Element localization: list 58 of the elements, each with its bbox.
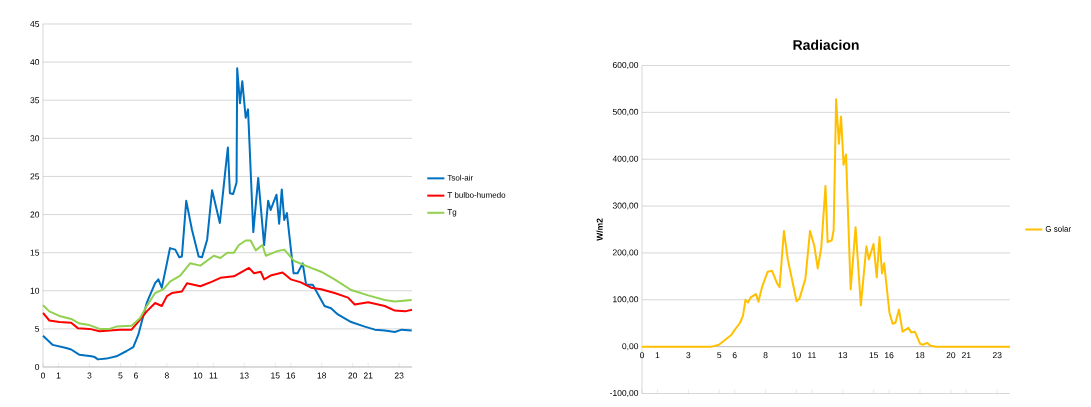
y-tick-label: 500,00	[612, 108, 639, 116]
y-tick-label: 0,00	[622, 343, 639, 351]
y-tick-label: 5	[35, 325, 40, 332]
y-tick-label: 200,00	[612, 249, 639, 257]
x-tick-label: 3	[686, 352, 691, 359]
y-tick-label: 20	[30, 211, 40, 218]
x-tick-label: 21	[363, 372, 373, 379]
y-tick-label: 15	[30, 249, 40, 256]
y-tick-label: 400,00	[612, 155, 639, 163]
legend-label: Tg	[447, 209, 457, 217]
legend-label: T bulbo-humedo	[447, 191, 506, 198]
y-tick-label: 45	[30, 21, 40, 27]
line-series	[641, 98, 1012, 348]
x-tick-label: 11	[808, 352, 816, 359]
line-series	[42, 239, 413, 330]
y-tick-label: 10	[30, 287, 40, 294]
x-tick-label: 5	[717, 352, 722, 359]
x-tick-label: 18	[915, 352, 925, 359]
x-tick-label: 8	[164, 372, 169, 379]
x-tick-label: 3	[87, 372, 92, 379]
y-tick-label: 25	[30, 173, 40, 180]
x-tick-label: 13	[838, 352, 848, 359]
y-tick-label: -100,00	[610, 390, 639, 398]
x-tick-label: 18	[317, 372, 327, 379]
x-tick-label: 20	[946, 352, 956, 359]
x-tick-label: 0	[639, 352, 645, 359]
y-tick-label: 30	[30, 135, 40, 142]
x-tick-label: 1	[655, 352, 660, 359]
y-tick-label: 100,00	[613, 296, 639, 304]
x-tick-label: 20	[348, 372, 358, 379]
x-tick-label: 13	[240, 372, 249, 379]
x-tick-label: 15	[271, 372, 280, 379]
y-axis-title: W/m2	[596, 218, 603, 241]
y-tick-label: 300,00	[612, 202, 639, 210]
x-tick-label: 6	[133, 372, 138, 379]
x-tick-label: 10	[193, 372, 203, 379]
y-tick-label: 35	[30, 97, 40, 104]
x-tick-label: 5	[118, 372, 123, 379]
x-tick-label: 10	[792, 352, 801, 359]
x-tick-label: 23	[992, 352, 1002, 359]
y-tick-label: 600,00	[612, 62, 639, 70]
legend-label: Tsol-air	[447, 174, 473, 181]
legend-label: G solar	[1045, 225, 1071, 232]
chart-title: Radiacion	[793, 39, 859, 50]
line-series	[42, 67, 413, 361]
x-tick-label: 1	[56, 372, 61, 379]
y-tick-label: 0	[35, 364, 40, 370]
x-tick-label: 0	[40, 372, 46, 379]
x-tick-label: 15	[869, 352, 879, 359]
line-series	[42, 266, 414, 333]
x-tick-label: 8	[763, 352, 768, 359]
x-tick-label: 16	[885, 352, 894, 359]
x-tick-label: 6	[732, 352, 737, 359]
y-tick-label: 40	[30, 59, 40, 66]
x-tick-label: 16	[286, 372, 296, 379]
x-tick-label: 11	[209, 372, 218, 379]
x-tick-label: 23	[394, 372, 404, 379]
x-tick-label: 21	[962, 352, 971, 359]
